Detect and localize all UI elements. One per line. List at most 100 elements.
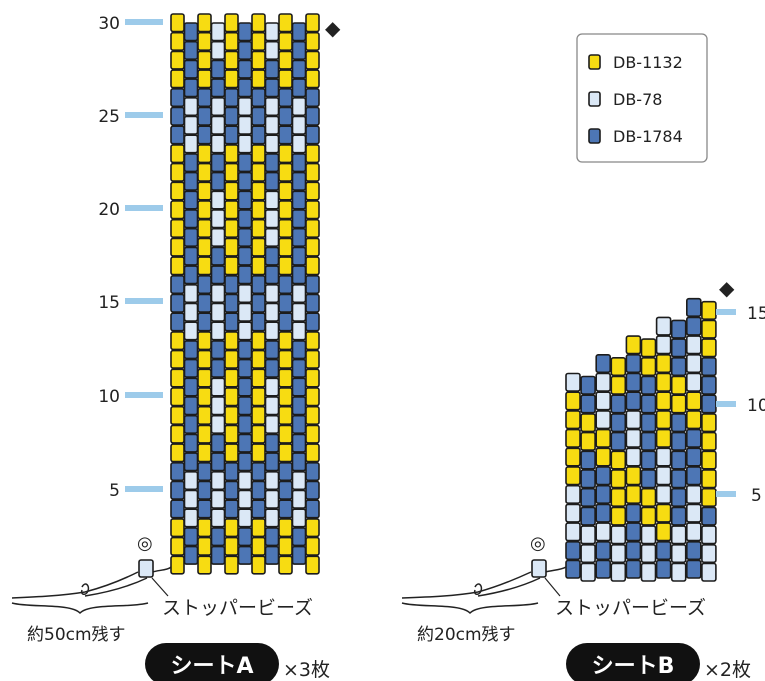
bead [170,443,185,463]
bead [183,209,199,229]
bead [640,450,657,470]
bead [670,356,687,377]
bead [595,428,612,448]
bead [685,391,702,411]
bead [224,106,239,126]
bead [655,503,672,523]
bead [625,484,642,505]
bead [197,200,212,220]
bead [197,480,212,500]
bead [170,13,185,33]
bead [701,356,717,377]
sheet-a-row-number: 5 [109,481,120,501]
bead [224,387,239,407]
bead [251,368,266,388]
bead [701,469,717,489]
bead [183,340,199,360]
bead [580,506,596,526]
bead [210,78,226,98]
bead [251,50,266,70]
bead [701,300,717,321]
bead [580,525,596,545]
bead [237,358,253,378]
bead [264,358,280,378]
bead [291,302,307,322]
bead [251,162,266,182]
bead [595,447,612,467]
bead [197,443,212,463]
bead [183,321,199,341]
bead [640,338,657,358]
bead [291,78,307,98]
bead [210,508,226,528]
bead [610,394,627,414]
bead [210,265,226,285]
bead [701,319,717,339]
bead [278,125,293,145]
bead [170,461,185,482]
legend-label: DB-1132 [613,53,683,72]
bead [291,340,307,360]
bead [291,452,307,472]
bead [565,503,581,523]
bead [685,372,702,392]
bead [610,506,627,526]
bead [224,405,239,426]
bead [183,470,199,491]
sheet-a-row-number: 20 [98,200,120,220]
bead [278,274,293,295]
bead [580,562,596,582]
bead [237,414,253,435]
bead [685,484,702,505]
bead [625,540,642,561]
bead [210,22,226,42]
bead [224,125,239,145]
sheet-a-bead-pattern [170,13,320,575]
bead [251,293,266,313]
bead [625,410,642,430]
bead [224,499,239,519]
bead [305,536,320,556]
bead [237,78,253,98]
bead [278,443,293,463]
bead [305,88,320,108]
bead [701,394,717,414]
bead [655,466,672,486]
bead [305,312,320,332]
bead [625,559,642,579]
bead [278,144,293,164]
sheet-a-title-badge: シートA [145,643,279,681]
bead [565,428,581,448]
bead [183,153,199,173]
bead [670,431,687,451]
bead [197,88,212,108]
bead [224,518,239,538]
bead [170,555,185,575]
sheet-a-tail-label: 約50cm残す [27,625,126,645]
bead [183,22,199,42]
bead [291,508,307,528]
bead [224,274,239,295]
bead [610,375,627,395]
bead [210,396,226,416]
bead [197,50,212,70]
legend-swatch-blue-icon [588,128,601,144]
bead [610,525,627,545]
bead [183,545,199,565]
bead [701,525,717,545]
bead [701,450,717,470]
sheet-b-row-number: 5 [751,486,762,506]
bead [305,200,320,220]
bead [580,450,596,470]
bead [264,527,280,547]
bead [210,470,226,491]
bead [595,503,612,523]
bead [580,431,596,451]
bead [685,540,702,561]
bead [685,335,702,355]
bead [210,340,226,360]
bead [640,506,657,526]
bead [655,391,672,411]
bead [655,335,672,355]
bead [595,559,612,579]
